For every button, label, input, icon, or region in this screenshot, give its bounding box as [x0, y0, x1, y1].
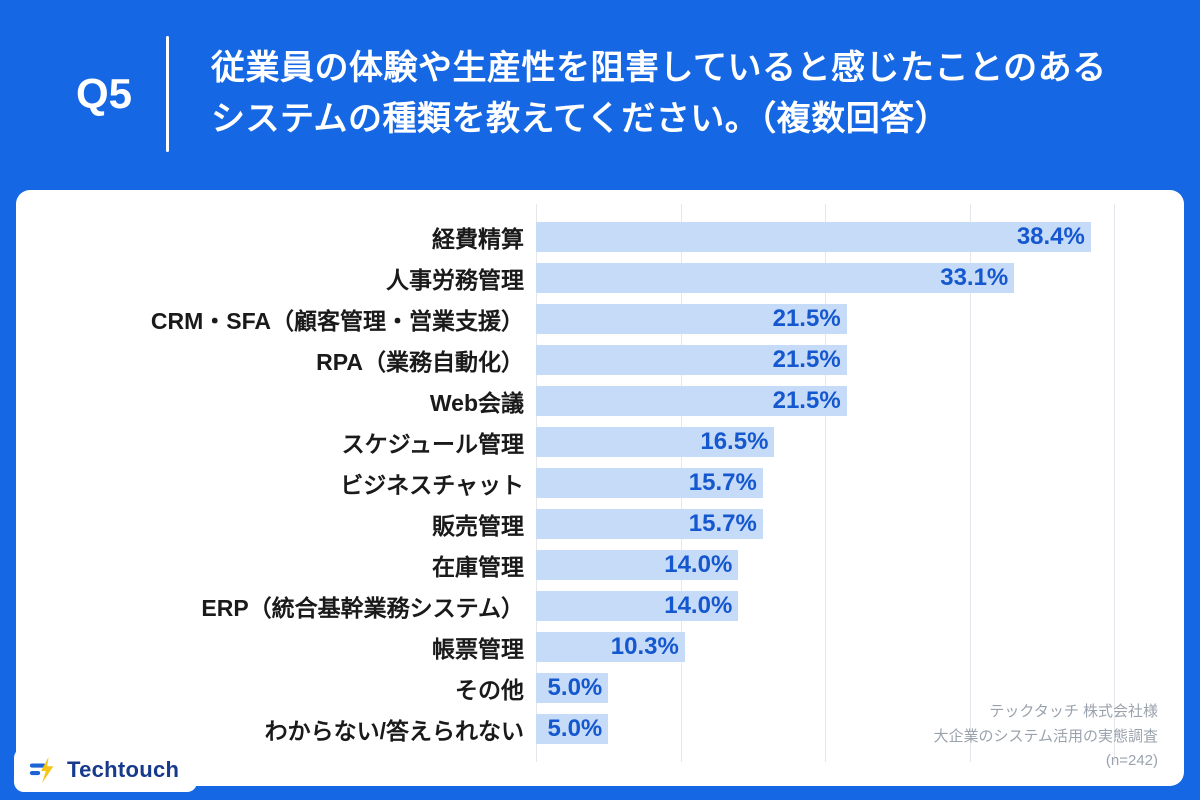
bar-value-label: 21.5%: [772, 386, 841, 414]
title-line-1: 従業員の体験や生産性を阻害していると感じたことのある: [211, 49, 1107, 87]
chart-row: その他 5.0%: [16, 667, 1184, 708]
bar-track: 10.3%: [536, 631, 1184, 662]
bar-value-label: 38.4%: [1016, 222, 1085, 250]
bar-category-label: Web会議: [429, 389, 524, 416]
bar-category-label: 在庫管理: [432, 553, 524, 580]
bar: 15.7%: [536, 508, 763, 539]
chart-row: わからない/答えられない 5.0%: [16, 708, 1184, 749]
header-divider: [166, 36, 169, 152]
bar-value-label: 33.1%: [940, 263, 1009, 291]
bar: 15.7%: [536, 467, 763, 498]
chart-row: CRM・SFA（顧客管理・営業支援） 21.5%: [16, 298, 1184, 339]
bar-track: 5.0%: [536, 672, 1184, 703]
bar-category-label: 経費精算: [432, 225, 524, 252]
chart-row: RPA（業務自動化） 21.5%: [16, 339, 1184, 380]
chart-row: ビジネスチャット 15.7%: [16, 462, 1184, 503]
bar: 33.1%: [536, 262, 1015, 293]
bar-track: 33.1%: [536, 262, 1184, 293]
gridline: [825, 204, 826, 762]
gridline: [969, 204, 971, 762]
bar: 16.5%: [536, 426, 775, 457]
bar: 14.0%: [536, 549, 739, 580]
techtouch-logo-icon: [29, 756, 54, 784]
title-line-2: システムの種類を教えてください。（複数回答）: [211, 100, 950, 138]
bar-track: 15.7%: [536, 467, 1184, 498]
bar-category-label: ビジネスチャット: [340, 471, 524, 498]
source-line-1: テックタッチ 株式会社様: [989, 702, 1158, 720]
bar-track: 5.0%: [536, 713, 1184, 744]
chart-row: 人事労務管理 33.1%: [16, 257, 1184, 298]
bar-track: 21.5%: [536, 385, 1184, 416]
bar-category-label: スケジュール管理: [341, 430, 524, 457]
chart-row: スケジュール管理 16.5%: [16, 421, 1184, 462]
bar: 14.0%: [536, 590, 739, 621]
bar-value-label: 10.3%: [610, 632, 679, 660]
bar-track: 21.5%: [536, 344, 1184, 375]
bar: 10.3%: [536, 631, 685, 662]
chart-row: Web会議 21.5%: [16, 380, 1184, 421]
source-note: テックタッチ 株式会社様 大企業のシステム活用の実態調査 (n=242): [933, 700, 1158, 774]
chart-card: 経費精算 38.4% 人事労務管理 33.1% CRM・SFA（顧客管理・営業支援） 21…: [16, 190, 1184, 786]
bar-value-label: 5.0%: [547, 714, 603, 742]
bar-track: 21.5%: [536, 303, 1184, 334]
techtouch-logo-text: Techtouch: [67, 757, 180, 782]
bar-track: 14.0%: [536, 549, 1184, 580]
bar-track: 38.4%: [536, 221, 1184, 252]
bar-value-label: 16.5%: [700, 427, 769, 455]
bar-category-label: CRM・SFA（顧客管理・営業支援）: [150, 307, 524, 334]
bar-category-label: RPA（業務自動化）: [316, 348, 524, 375]
chart-row: 在庫管理 14.0%: [16, 544, 1184, 585]
bar-category-label: ERP（統合基幹業務システム）: [201, 594, 524, 621]
gridline: [1114, 204, 1115, 762]
bar-category-label: わからない/答えられない: [264, 717, 524, 744]
bar: 21.5%: [536, 344, 847, 375]
bar-value-label: 15.7%: [688, 509, 757, 537]
bar-category-label: 人事労務管理: [386, 266, 524, 293]
bar: 38.4%: [536, 221, 1091, 252]
bar-track: 14.0%: [536, 590, 1184, 621]
bar-value-label: 14.0%: [664, 591, 733, 619]
chart-row: ERP（統合基幹業務システム） 14.0%: [16, 585, 1184, 626]
page-title: 従業員の体験や生産性を阻害していると感じたことのある システムの種類を教えてくだ…: [211, 43, 1107, 145]
chart-row: 経費精算 38.4%: [16, 216, 1184, 257]
chart-row: 販売管理 15.7%: [16, 503, 1184, 544]
bar: 5.0%: [536, 672, 609, 703]
bar-track: 15.7%: [536, 508, 1184, 539]
bar-category-label: 帳票管理: [432, 635, 524, 662]
bar-value-label: 5.0%: [547, 673, 603, 701]
bar-category-label: その他: [455, 676, 524, 703]
bar-value-label: 21.5%: [772, 304, 841, 332]
bar-value-label: 21.5%: [772, 345, 841, 373]
bar-category-label: 販売管理: [432, 512, 524, 539]
bar-track: 16.5%: [536, 426, 1184, 457]
bar-value-label: 14.0%: [664, 550, 733, 578]
techtouch-logo: Techtouch: [14, 748, 198, 792]
bar: 21.5%: [536, 303, 847, 334]
source-line-3: (n=242): [1105, 752, 1158, 770]
chart-row: 帳票管理 10.3%: [16, 626, 1184, 667]
source-line-2: 大企業のシステム活用の実態調査: [933, 727, 1158, 745]
header: Q5 従業員の体験や生産性を阻害していると感じたことのある システムの種類を教え…: [0, 0, 1200, 188]
bar-value-label: 15.7%: [688, 468, 757, 496]
bar: 21.5%: [536, 385, 847, 416]
bar: 5.0%: [536, 713, 609, 744]
question-number: Q5: [75, 70, 133, 117]
chart-rows: 経費精算 38.4% 人事労務管理 33.1% CRM・SFA（顧客管理・営業支援） 21…: [16, 216, 1184, 749]
